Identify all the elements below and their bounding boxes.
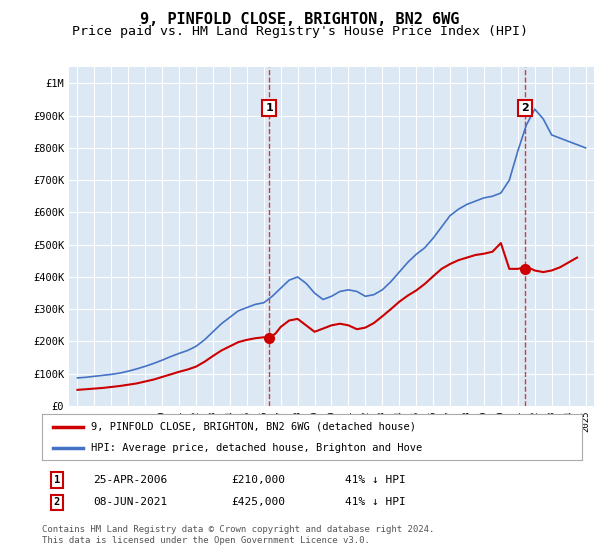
- Text: 9, PINFOLD CLOSE, BRIGHTON, BN2 6WG: 9, PINFOLD CLOSE, BRIGHTON, BN2 6WG: [140, 12, 460, 27]
- Text: This data is licensed under the Open Government Licence v3.0.: This data is licensed under the Open Gov…: [42, 536, 370, 545]
- Text: 9, PINFOLD CLOSE, BRIGHTON, BN2 6WG (detached house): 9, PINFOLD CLOSE, BRIGHTON, BN2 6WG (det…: [91, 422, 416, 432]
- Text: 08-JUN-2021: 08-JUN-2021: [93, 497, 167, 507]
- Text: 2: 2: [521, 103, 529, 113]
- Text: Price paid vs. HM Land Registry's House Price Index (HPI): Price paid vs. HM Land Registry's House …: [72, 25, 528, 38]
- Text: HPI: Average price, detached house, Brighton and Hove: HPI: Average price, detached house, Brig…: [91, 443, 422, 453]
- Text: 2: 2: [54, 497, 60, 507]
- Text: 1: 1: [265, 103, 273, 113]
- Text: £210,000: £210,000: [231, 475, 285, 485]
- Text: 41% ↓ HPI: 41% ↓ HPI: [345, 497, 406, 507]
- Text: 1: 1: [54, 475, 60, 485]
- Text: 25-APR-2006: 25-APR-2006: [93, 475, 167, 485]
- Text: 41% ↓ HPI: 41% ↓ HPI: [345, 475, 406, 485]
- Text: £425,000: £425,000: [231, 497, 285, 507]
- Text: Contains HM Land Registry data © Crown copyright and database right 2024.: Contains HM Land Registry data © Crown c…: [42, 525, 434, 534]
